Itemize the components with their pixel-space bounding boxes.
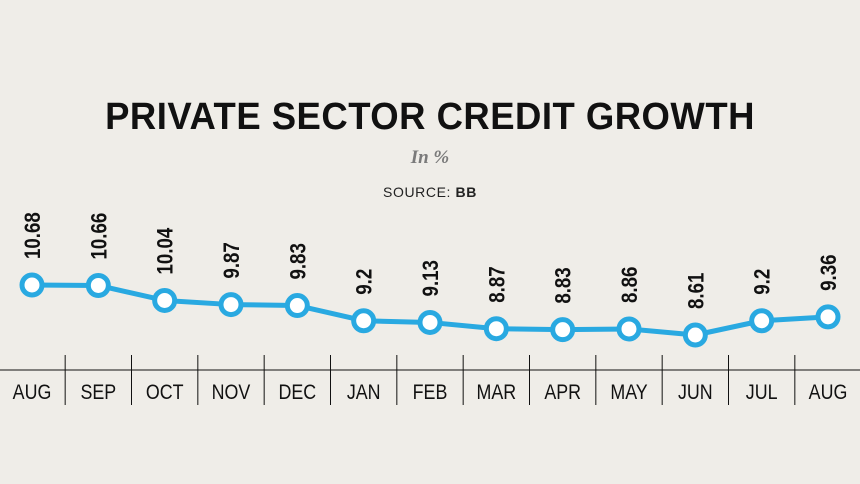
chart-title: PRIVATE SECTOR CREDIT GROWTH [105, 96, 755, 138]
data-point [218, 292, 244, 318]
x-tick-label: OCT [146, 381, 184, 405]
data-point [483, 316, 509, 342]
x-tick-label: MAY [610, 381, 647, 405]
data-point [284, 293, 310, 319]
data-label: 9.83 [287, 243, 311, 279]
data-point [19, 272, 45, 298]
data-label: 10.66 [88, 213, 112, 260]
data-label: 8.83 [552, 267, 576, 303]
data-point [550, 317, 576, 343]
chart-source: SOURCE: BB [0, 184, 860, 200]
x-tick-label: JAN [347, 381, 381, 405]
data-label: 8.86 [619, 267, 643, 303]
data-label: 9.87 [221, 242, 245, 278]
source-label: SOURCE: [383, 184, 452, 200]
data-point [85, 272, 111, 298]
x-tick-label: JUL [746, 381, 778, 405]
x-tick-label: JUN [678, 381, 713, 405]
x-tick-label: FEB [413, 381, 448, 405]
data-label: 9.2 [353, 269, 377, 295]
source-value: BB [455, 184, 477, 200]
data-point [682, 322, 708, 348]
x-tick-label: DEC [279, 381, 317, 405]
x-tick-label: MAR [477, 381, 517, 405]
data-point [417, 309, 443, 335]
x-tick-label: SEP [80, 381, 116, 405]
x-tick-label: AUG [13, 381, 52, 405]
data-label: 8.87 [486, 266, 510, 302]
data-label: 9.2 [751, 269, 775, 295]
x-tick-label: NOV [212, 381, 251, 405]
data-point [351, 308, 377, 334]
chart-subtitle: In % [410, 147, 450, 168]
data-label: 10.68 [22, 212, 46, 259]
data-label: 10.04 [154, 227, 178, 274]
data-point [815, 304, 841, 330]
data-label: 9.13 [420, 260, 444, 296]
data-point [616, 316, 642, 342]
data-point [749, 308, 775, 334]
x-tick-label: APR [544, 381, 581, 405]
data-label: 9.36 [818, 255, 842, 291]
x-tick-label: AUG [809, 381, 848, 405]
data-point [152, 287, 178, 313]
data-label: 8.61 [685, 273, 709, 309]
